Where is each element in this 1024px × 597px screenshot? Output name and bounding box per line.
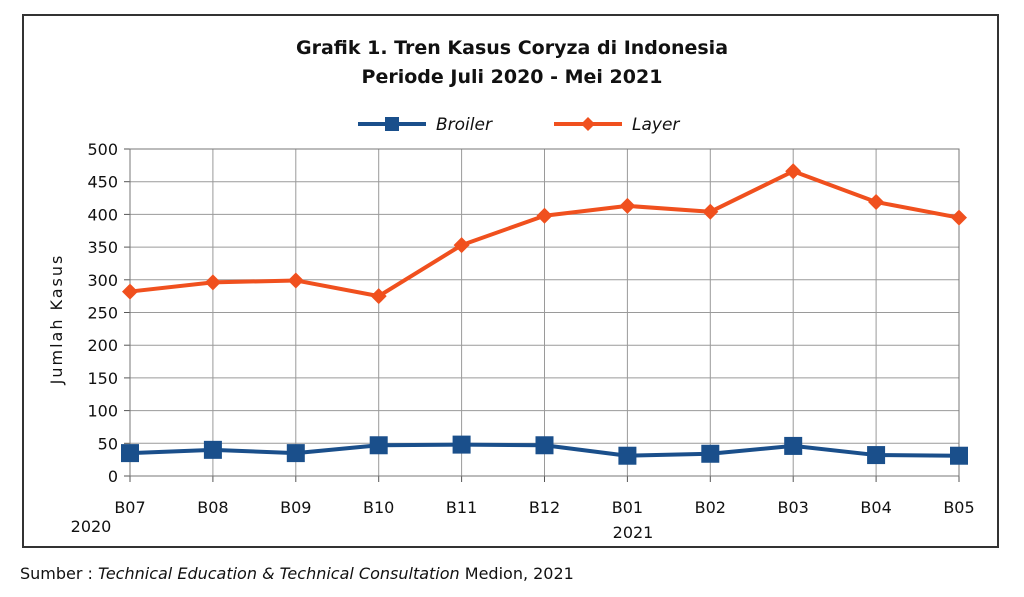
data-point-layer-B02 bbox=[702, 203, 719, 220]
data-point-layer-B10 bbox=[370, 288, 387, 305]
data-point-broiler-B03 bbox=[784, 436, 803, 455]
data-point-layer-B08 bbox=[204, 274, 221, 291]
data-point-layer-B01 bbox=[619, 197, 636, 214]
y-tick-label-100: 100 bbox=[87, 402, 118, 421]
x-tick-label-B03: B03 bbox=[778, 498, 809, 517]
year-label-2020: 2020 bbox=[71, 517, 112, 536]
y-tick-label-0: 0 bbox=[108, 467, 118, 486]
source-suffix: Medion, 2021 bbox=[459, 564, 574, 583]
x-tick-label-B07: B07 bbox=[114, 498, 145, 517]
gridlines bbox=[129, 148, 960, 477]
x-tick-label-B08: B08 bbox=[197, 498, 228, 517]
line-chart: Grafik 1. Tren Kasus Coryza di Indonesia… bbox=[47, 37, 975, 542]
data-point-broiler-B02 bbox=[701, 444, 720, 463]
x-tick-label-B05: B05 bbox=[943, 498, 974, 517]
legend-label-layer: Layer bbox=[632, 115, 680, 135]
source-caption: Sumber : Technical Education & Technical… bbox=[20, 564, 574, 583]
y-tick-label-200: 200 bbox=[87, 336, 118, 355]
data-point-broiler-B07 bbox=[121, 444, 139, 463]
data-point-layer-B09 bbox=[287, 272, 304, 289]
source-prefix: Sumber : bbox=[20, 564, 99, 583]
data-point-layer-B05 bbox=[951, 209, 967, 226]
x-tick-label-B04: B04 bbox=[860, 498, 891, 517]
x-tick-label-B12: B12 bbox=[529, 498, 560, 517]
legend: Broiler Layer bbox=[358, 115, 680, 135]
x-tick-label-B09: B09 bbox=[280, 498, 311, 517]
data-point-broiler-B10 bbox=[369, 436, 388, 455]
y-axis-label: Jumlah Kasus bbox=[47, 254, 66, 386]
legend-label-broiler: Broiler bbox=[436, 115, 493, 135]
data-point-broiler-B12 bbox=[535, 436, 554, 455]
plot-area-border bbox=[129, 148, 960, 477]
source-italic: Technical Education & Technical Consulta… bbox=[98, 564, 460, 583]
y-tick-label-150: 150 bbox=[87, 369, 118, 388]
y-tick-label-350: 350 bbox=[87, 238, 118, 257]
data-point-broiler-B11 bbox=[452, 435, 471, 454]
chart-title-line1: Grafik 1. Tren Kasus Coryza di Indonesia bbox=[296, 37, 728, 59]
data-point-layer-B11 bbox=[453, 237, 470, 254]
y-tick-label-400: 400 bbox=[87, 205, 118, 224]
chart-title-line2: Periode Juli 2020 - Mei 2021 bbox=[362, 66, 663, 88]
y-tick-label-250: 250 bbox=[87, 304, 118, 323]
legend-marker-layer bbox=[581, 117, 595, 131]
data-point-broiler-B09 bbox=[286, 444, 305, 463]
data-point-broiler-B05 bbox=[950, 446, 968, 465]
x-tick-label-B11: B11 bbox=[446, 498, 477, 517]
data-point-broiler-B08 bbox=[203, 440, 222, 459]
y-tick-label-300: 300 bbox=[87, 271, 118, 290]
axes: 0 50 100 150 200 250 300 350 400 450 500 B07 B08 B09 B… bbox=[87, 140, 974, 517]
data-point-layer-B04 bbox=[868, 193, 885, 210]
data-series bbox=[121, 163, 968, 465]
data-point-broiler-B04 bbox=[867, 446, 886, 465]
x-tick-label-B10: B10 bbox=[363, 498, 394, 517]
data-point-broiler-B01 bbox=[618, 446, 637, 465]
x-tick-label-B01: B01 bbox=[612, 498, 643, 517]
y-tick-label-50: 50 bbox=[98, 434, 118, 453]
data-point-layer-B12 bbox=[536, 207, 553, 224]
y-tick-label-500: 500 bbox=[87, 140, 118, 159]
chart-frame: Grafik 1. Tren Kasus Coryza di Indonesia… bbox=[22, 14, 999, 548]
data-point-layer-B03 bbox=[785, 163, 802, 180]
y-tick-label-450: 450 bbox=[87, 173, 118, 192]
x-tick-label-B02: B02 bbox=[695, 498, 726, 517]
year-label-2021: 2021 bbox=[613, 523, 654, 542]
data-point-layer-B07 bbox=[122, 283, 138, 300]
legend-marker-broiler bbox=[385, 117, 399, 131]
